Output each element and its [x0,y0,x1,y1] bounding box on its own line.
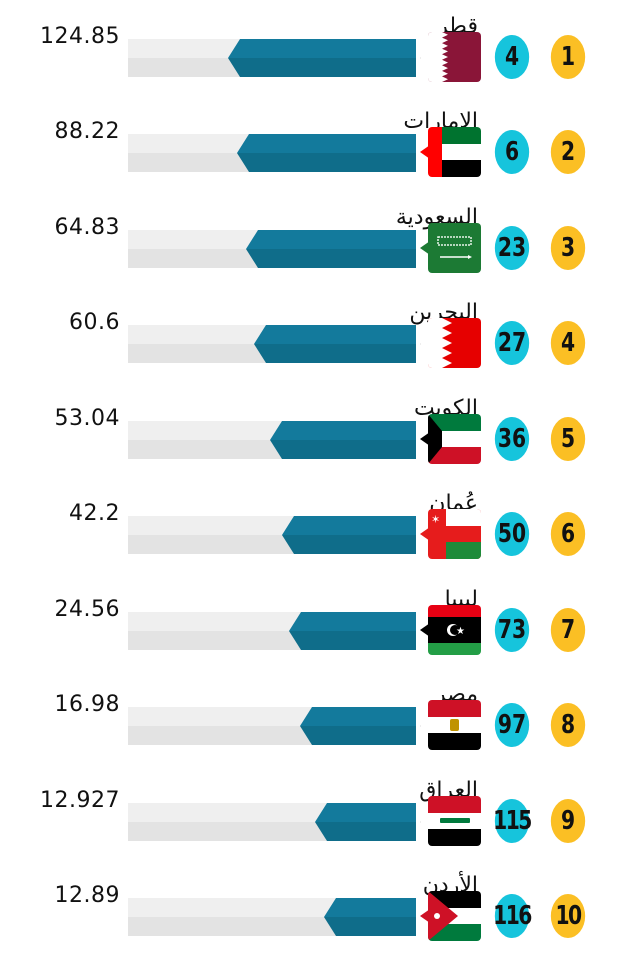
regional-rank-badge: 10 [550,894,586,938]
row-kuwait: الكويت 53.04 36 5 [0,396,640,498]
regional-rank-badge: 9 [550,799,586,843]
iraq-flag-icon [428,796,481,846]
regional-rank-badge: 5 [550,417,586,461]
bar [289,612,416,650]
bar [246,230,416,268]
bar [282,516,416,554]
row-libya: ليبيا 24.56 ★ 73 7 [0,587,640,689]
uae-flag-icon [428,127,481,177]
svg-text:✶: ✶ [431,513,440,526]
world-rank-badge: 73 [494,608,530,652]
bar [237,134,416,172]
flag-notch [420,241,430,255]
regional-rank-badge: 6 [550,512,586,556]
svg-text:★: ★ [456,626,465,637]
bahrain-flag-icon [428,318,481,368]
row-uae: الإمارات 88.22 6 2 [0,109,640,211]
value-label: 53.04 [54,406,120,431]
flag-notch [420,145,430,159]
regional-rank-badge: 7 [550,608,586,652]
world-rank-badge: 27 [494,321,530,365]
bar [254,325,416,363]
world-rank-badge: 97 [494,703,530,747]
regional-rank-badge: 1 [550,35,586,79]
regional-rank-badge: 4 [550,321,586,365]
flag-notch [420,623,430,637]
value-label: 16.98 [54,692,120,717]
libya-flag-icon: ★ [428,605,481,655]
world-rank-badge: 50 [494,512,530,556]
row-qatar: قطر 124.85 4 1 [0,14,640,116]
row-jordan: الأردن 12.89 116 10 [0,873,640,975]
world-rank-badge: 4 [494,35,530,79]
row-saudi: السعودية 64.83 23 3 [0,205,640,307]
flag-notch [420,909,430,923]
bar [315,803,416,841]
egypt-flag-icon [428,700,481,750]
row-bahrain: البحرين 60.6 27 4 [0,300,640,402]
qatar-flag-icon [428,32,481,82]
bar [324,898,416,936]
bar [300,707,416,745]
bar [228,39,416,77]
world-rank-badge: 36 [494,417,530,461]
row-oman: عُمان 42.2 ✶ 50 6 [0,491,640,593]
kuwait-flag-icon [428,414,481,464]
row-iraq: العراق 12.927 115 9 [0,778,640,880]
world-rank-badge: 6 [494,130,530,174]
value-label: 64.83 [54,215,120,240]
value-label: 60.6 [69,310,120,335]
regional-rank-badge: 8 [550,703,586,747]
oman-flag-icon: ✶ [428,509,481,559]
bar [270,421,416,459]
world-rank-badge: 115 [493,799,532,843]
value-label: 12.89 [54,883,120,908]
flag-notch [420,432,430,446]
world-rank-badge: 116 [493,894,532,938]
jordan-flag-icon [428,891,481,941]
world-rank-badge: 23 [494,226,530,270]
regional-rank-badge: 2 [550,130,586,174]
value-label: 42.2 [69,501,120,526]
value-label: 88.22 [54,119,120,144]
value-label: 124.85 [40,24,120,49]
regional-rank-badge: 3 [550,226,586,270]
value-label: 24.56 [54,597,120,622]
flag-notch [420,527,430,541]
value-label: 12.927 [40,788,120,813]
row-egypt: مصر 16.98 97 8 [0,682,640,784]
saudi-flag-icon [428,223,481,273]
